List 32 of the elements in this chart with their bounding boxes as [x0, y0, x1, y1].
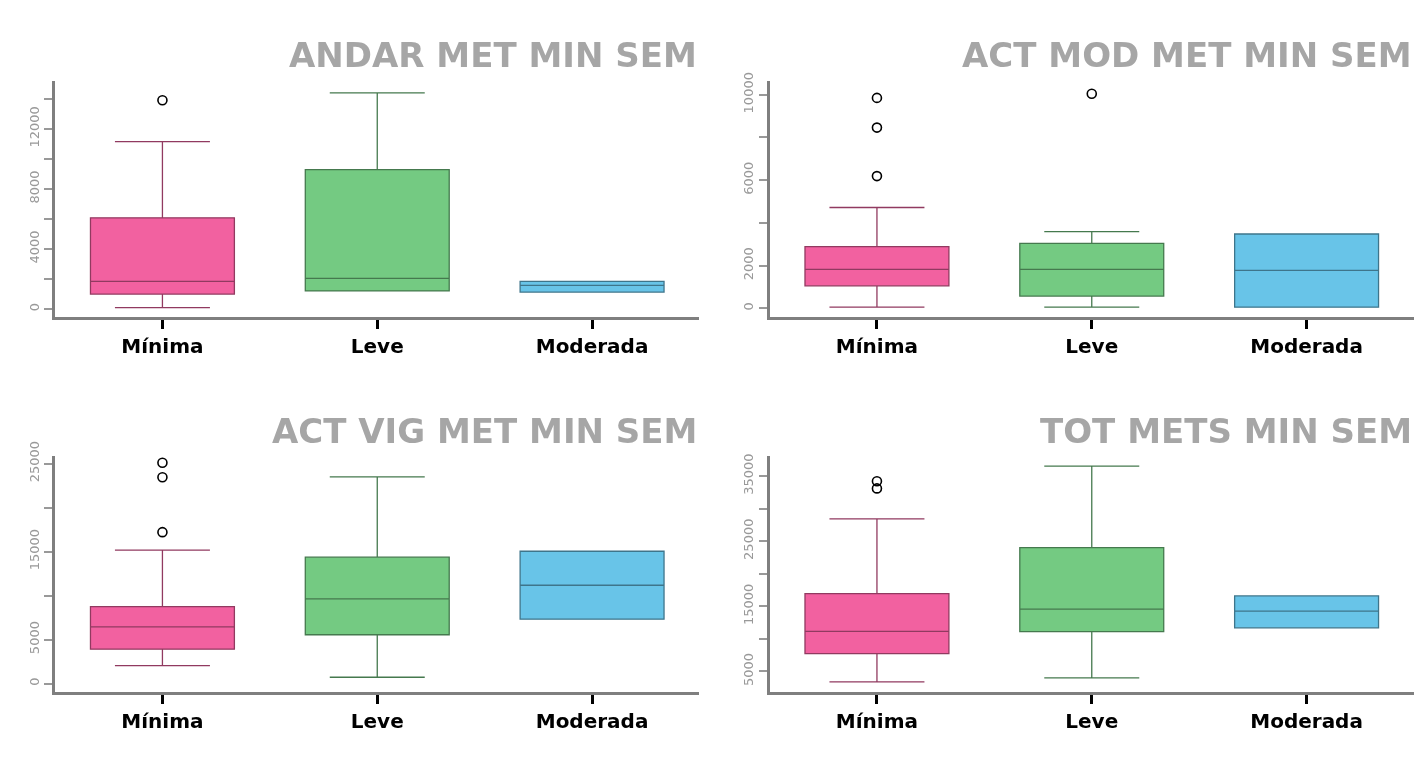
- chart-title: ACT VIG MET MIN SEM: [272, 411, 698, 451]
- y-tick-label: 4000: [26, 230, 42, 264]
- y-tick-label: 15000: [741, 583, 757, 626]
- x-tick-label: Moderada: [1250, 333, 1363, 358]
- chart-title: ACT MOD MET MIN SEM: [962, 35, 1412, 75]
- x-tick-label: Leve: [1065, 709, 1119, 734]
- y-tick-label: 0: [741, 302, 757, 311]
- x-tick-label: Moderada: [1250, 709, 1363, 734]
- x-tick-label: Mínima: [121, 709, 204, 734]
- chart-title: ANDAR MET MIN SEM: [289, 35, 697, 75]
- chart-title: TOT METS MIN SEM: [1040, 411, 1413, 451]
- x-tick-label: Moderada: [535, 709, 649, 734]
- y-tick-label: 5000: [741, 652, 757, 687]
- y-tick-label: 2000: [741, 247, 757, 281]
- x-tick-label: Leve: [1065, 333, 1119, 358]
- y-tick-label: 6000: [741, 161, 757, 195]
- x-tick-label: Leve: [350, 709, 404, 734]
- y-tick-label: 25000: [26, 440, 42, 483]
- y-tick-label: 0: [26, 302, 42, 312]
- x-tick-label: Leve: [350, 333, 404, 358]
- x-tick-label: Mínima: [835, 333, 919, 358]
- y-tick-label: 12000: [26, 106, 42, 148]
- x-tick-label: Mínima: [835, 709, 919, 734]
- x-tick-label: Moderada: [535, 333, 649, 358]
- y-tick-label: 0: [26, 677, 42, 686]
- x-tick-label: Mínima: [121, 333, 204, 358]
- y-tick-label: 8000: [26, 170, 42, 204]
- y-tick-label: 10000: [741, 72, 757, 114]
- y-tick-label: 15000: [26, 528, 42, 571]
- y-tick-label: 5000: [26, 621, 42, 655]
- y-tick-label: 35000: [741, 453, 757, 495]
- y-tick-label: 25000: [741, 518, 757, 560]
